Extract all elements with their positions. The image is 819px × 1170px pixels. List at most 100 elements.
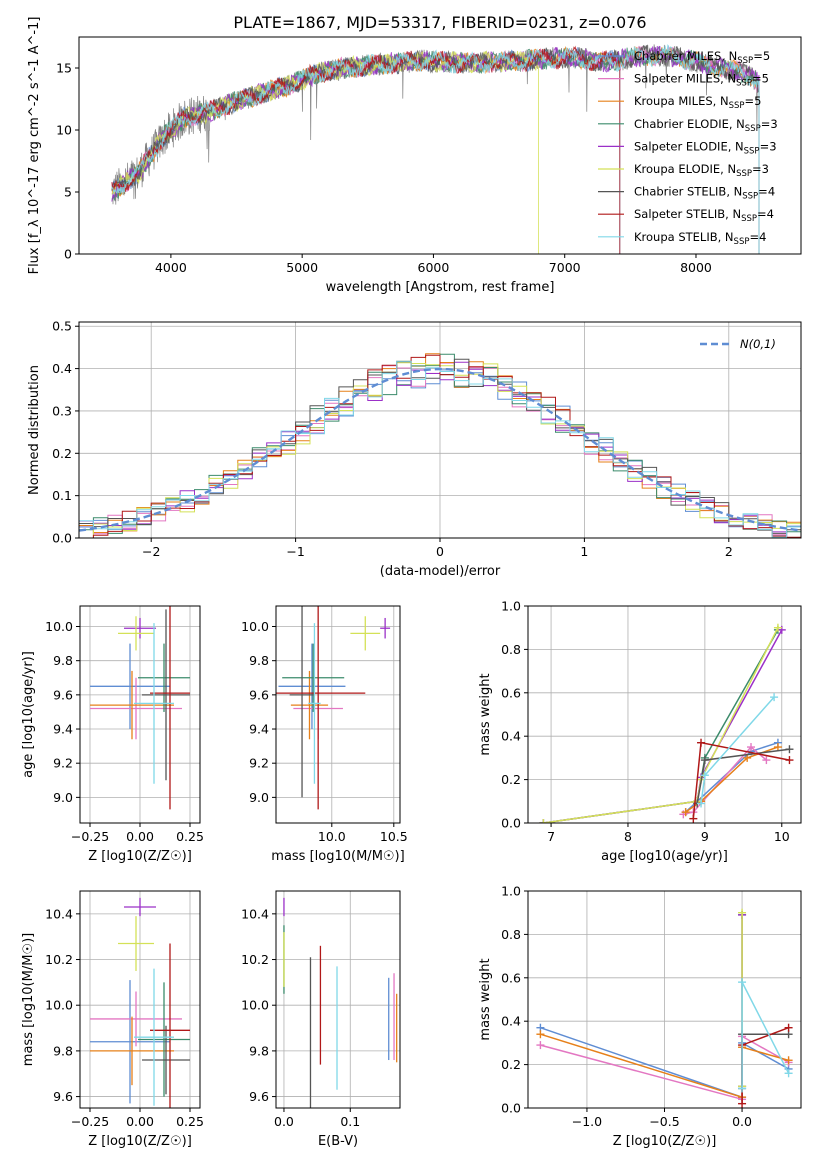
x-axis-label: (data-model)/error <box>380 564 501 579</box>
weight-marker <box>536 1030 545 1039</box>
y-tick-label: 15 <box>56 61 72 76</box>
weight-marker <box>784 1069 793 1078</box>
x-tick-label: 2 <box>725 544 733 559</box>
legend-label: Chabrier MILES, NSSP=5 <box>634 49 770 66</box>
data-point <box>138 982 190 1097</box>
data-point <box>150 943 190 1108</box>
weight-marker <box>773 623 782 632</box>
legend-model-name: Kroupa MILES <box>634 94 713 108</box>
legend-label: Chabrier STELIB, NSSP=4 <box>634 185 775 202</box>
x-tick-label: 0.0 <box>274 1114 294 1129</box>
axes-mass-vs-z: −0.25 0.00 0.25 9.6 9.8 10.0 10.2 10.4 Z [log10(… <box>21 890 204 1149</box>
legend-model-name: Chabrier ELODIE <box>634 117 729 131</box>
y-tick-label: 10.4 <box>45 906 73 921</box>
y-tick-label: 10 <box>56 123 72 138</box>
weight-marker <box>784 1023 793 1032</box>
y-tick-label: 9.6 <box>53 687 73 702</box>
y-axis-label: age [log10(age/yr)] <box>21 651 36 778</box>
x-axis-label: Z [log10(Z/Z☉)] <box>88 1134 192 1149</box>
legend-nssp: 4 <box>759 230 766 244</box>
weight-marker <box>681 808 690 817</box>
gaussian-reference <box>79 367 801 532</box>
legend-model-name: Salpeter ELODIE <box>634 139 728 153</box>
axes-age-vs-mass: 10.0 10.5 9.0 9.2 9.4 9.6 9.8 10.0 mass [log10(M… <box>241 605 408 864</box>
data-point <box>289 606 315 798</box>
x-tick-label: 7000 <box>549 260 581 275</box>
x-tick-label: −2 <box>142 544 160 559</box>
data-point <box>350 616 381 651</box>
y-tick-label: 1.0 <box>501 884 521 899</box>
y-tick-label: 10.0 <box>241 619 269 634</box>
y-tick-label: 0.0 <box>52 531 72 546</box>
data-point <box>276 606 366 810</box>
model-spectrum <box>111 45 760 254</box>
x-tick-label: 10.5 <box>380 829 408 844</box>
y-tick-label: 0.8 <box>501 642 521 657</box>
data-point <box>134 623 174 784</box>
y-tick-label: 0.2 <box>501 772 521 787</box>
y-axis-label: mass weight <box>478 958 493 1040</box>
data-point <box>290 670 329 740</box>
weights-weight-vs-age <box>539 623 794 823</box>
axes-weight-vs-age: 7 8 9 10 0.0 0.2 0.4 0.6 0.8 1.0 age [log10(age/yr… <box>478 599 802 864</box>
axes-frame <box>527 605 802 824</box>
y-tick-label: 10.2 <box>45 952 73 967</box>
legend-nssp: 5 <box>754 94 761 108</box>
data-point <box>90 980 170 1104</box>
y-tick-label: 0.1 <box>52 488 72 503</box>
y-tick-label: 9.6 <box>53 1089 73 1104</box>
data-point <box>118 616 154 651</box>
errorbars-age-vs-mass <box>276 606 391 810</box>
y-axis-label: Flux [f_λ 10^-17 erg cm^-2 s^-1 A^-1] <box>27 17 42 275</box>
axes-spectrum: 4000 5000 6000 7000 8000 0 5 10 15 wavelength [An… <box>27 17 802 295</box>
x-tick-label: 0.00 <box>126 1114 154 1129</box>
weight-marker <box>747 743 756 752</box>
spectrum-legend: Chabrier MILES, NSSP=5 Salpeter MILES, NS… <box>598 49 778 247</box>
spectrum-lines <box>111 44 760 254</box>
data-point <box>278 643 346 730</box>
data-point <box>282 643 345 712</box>
x-tick-label: 10 <box>774 829 790 844</box>
y-tick-label: 0.2 <box>501 1057 521 1072</box>
grid-layer <box>79 322 801 1109</box>
data-point <box>90 991 182 1047</box>
errorbars-mass-vs-ebv <box>283 897 398 1108</box>
y-tick-label: 9.6 <box>249 1089 269 1104</box>
y-tick-label: 10.0 <box>45 998 73 1013</box>
weight-marker <box>770 693 779 702</box>
data-point <box>90 643 170 730</box>
y-tick-label: 9.8 <box>53 1043 73 1058</box>
y-tick-label: 10.4 <box>241 906 269 921</box>
legend-label: Salpeter STELIB, NSSP=4 <box>634 207 774 224</box>
weight-marker <box>536 1041 545 1050</box>
legend-nssp: 4 <box>768 185 775 199</box>
x-tick-label: 0.25 <box>176 829 204 844</box>
y-tick-label: 9.6 <box>249 687 269 702</box>
y-tick-label: 9.2 <box>53 756 73 771</box>
weight-marker <box>784 1056 793 1065</box>
legend-nssp: 3 <box>762 162 769 176</box>
data-point <box>90 677 182 740</box>
y-tick-label: 10.0 <box>45 619 73 634</box>
y-tick-label: 10.2 <box>241 952 269 967</box>
weight-marker <box>773 743 782 752</box>
legend-nssp: 3 <box>770 117 777 131</box>
errorbars-age-vs-z <box>90 606 190 810</box>
y-tick-label: 0.4 <box>52 361 72 376</box>
data-point <box>90 1016 174 1086</box>
x-tick-label: 0.1 <box>340 1114 360 1129</box>
y-tick-label: 10.0 <box>241 998 269 1013</box>
x-axis-label: Z [log10(Z/Z☉)] <box>613 1134 717 1149</box>
weight-marker <box>539 819 548 823</box>
x-tick-label: 10.0 <box>318 829 346 844</box>
x-axis-label: wavelength [Angstrom, rest frame] <box>326 280 555 295</box>
data-point <box>308 623 321 784</box>
x-tick-label: −0.5 <box>649 1114 679 1129</box>
model-spectrum <box>111 45 621 254</box>
axes-weight-vs-z: −1.0 −0.5 0.0 0.0 0.2 0.4 0.6 0.8 1.0 Z [log10(Z/… <box>478 884 802 1149</box>
x-tick-label: −1.0 <box>572 1114 602 1129</box>
x-tick-label: 0.0 <box>732 1114 752 1129</box>
y-tick-label: 0.4 <box>501 1014 521 1029</box>
